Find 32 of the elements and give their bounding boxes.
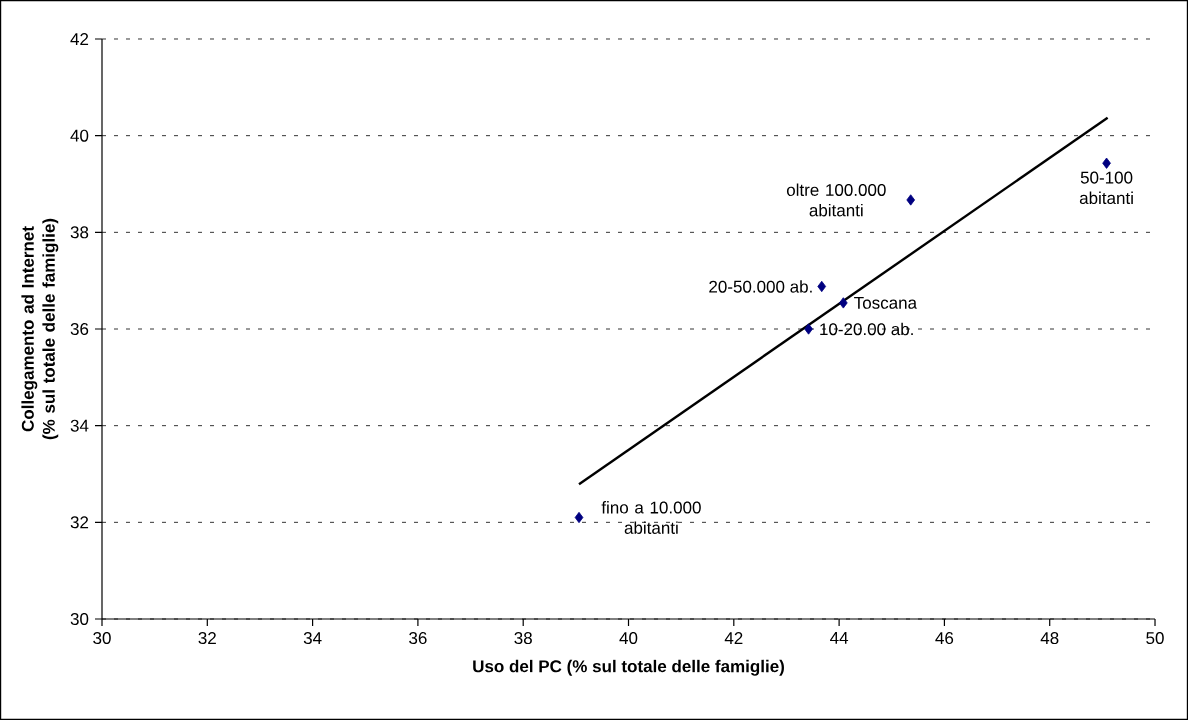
y-tick-label: 38 — [70, 226, 89, 239]
x-tick-label: 32 — [198, 632, 216, 645]
point — [574, 511, 584, 524]
x-tick-label: 38 — [514, 632, 532, 645]
annotation: 50-100 abitanti — [1079, 171, 1133, 205]
x-tick-label: 34 — [303, 632, 322, 645]
annotation: fino a 10.000 abitanti — [601, 501, 701, 534]
y-tick-label: 40 — [70, 129, 89, 142]
x-tick-label: 36 — [409, 632, 427, 645]
y-tick-label: 42 — [70, 33, 89, 45]
x-tick-label: 40 — [619, 632, 638, 645]
x-tick-label: 48 — [1040, 632, 1059, 645]
x-tick-label: 42 — [724, 632, 743, 644]
point — [817, 280, 827, 293]
point — [804, 323, 813, 335]
annotation: Toscana — [854, 296, 918, 309]
y-tick-label: 34 — [70, 419, 89, 432]
y-tick-label: 32 — [70, 516, 89, 529]
point — [839, 297, 848, 309]
point — [1102, 157, 1111, 169]
x-tick-label: 30 — [93, 632, 111, 645]
y-tick-label: 30 — [70, 612, 89, 626]
y-tick-label: 36 — [70, 322, 89, 336]
annotation: 20-50.000 ab. — [709, 280, 812, 293]
x-tick-label: 46 — [935, 632, 954, 645]
x-axis-title: Uso del PC (% sul totale delle famiglie) — [473, 659, 784, 676]
x-tick-label: 50 — [1146, 632, 1164, 645]
annotation: oltre 100.000 abitanti — [786, 183, 886, 217]
x-tick-label: 44 — [830, 632, 849, 644]
point — [906, 194, 916, 206]
annotation: 10-20.00 ab. — [820, 322, 913, 336]
y-axis-title: Collegamento ad Internet (% sul totale delle famiglie) — [21, 218, 59, 440]
